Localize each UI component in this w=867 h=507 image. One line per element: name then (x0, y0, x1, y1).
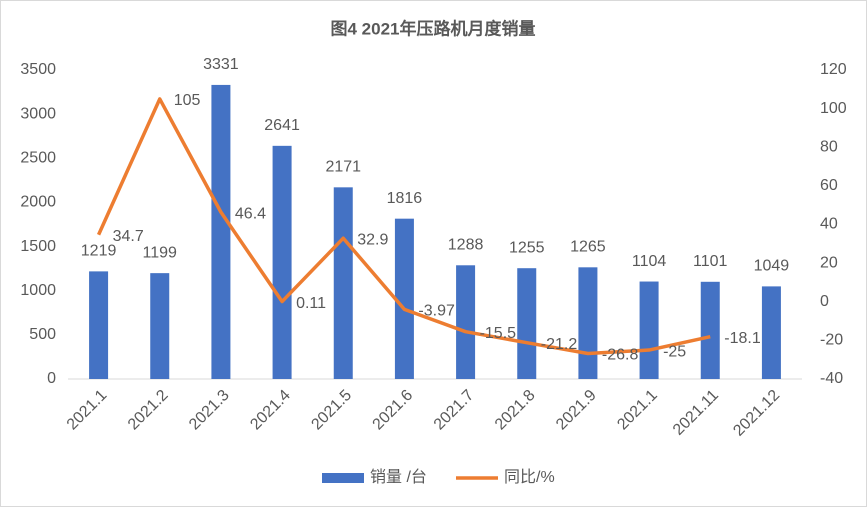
line-value-label: -21.2 (541, 336, 578, 353)
bar (700, 281, 720, 379)
y2-tick-label: 80 (820, 138, 838, 155)
y2-tick-label: 40 (820, 216, 838, 233)
y-tick-label: 1000 (20, 282, 56, 299)
bar (272, 145, 292, 379)
bar-value-label: 1104 (632, 253, 667, 270)
line-value-label: 105 (174, 92, 201, 109)
line-value-label: -25 (663, 343, 686, 360)
bar (517, 268, 537, 379)
y-tick-label: 0 (47, 370, 56, 387)
y2-tick-label: 120 (820, 61, 847, 78)
y2-tick-label: 60 (820, 177, 838, 194)
legend-swatch (322, 473, 364, 483)
bar (761, 286, 781, 379)
y2-tick-label: -20 (820, 332, 843, 349)
y2-tick-label: 100 (820, 100, 847, 117)
bar-value-label: 1219 (81, 243, 117, 260)
bar-value-label: 1049 (754, 258, 790, 275)
line-value-label: -15.5 (480, 325, 517, 342)
chart-title: 图4 2021年压路机月度销量 (331, 18, 536, 38)
line-value-label: 34.7 (113, 228, 144, 245)
line-value-label: -18.1 (724, 330, 761, 347)
bar (89, 271, 109, 379)
y2-tick-label: 20 (820, 254, 838, 271)
bar-value-label: 3331 (203, 56, 239, 73)
legend-label: 销量 /台 (370, 468, 427, 486)
y2-tick-label: 0 (820, 293, 829, 310)
bar-value-label: 2641 (264, 117, 300, 134)
y-tick-label: 1500 (20, 238, 56, 255)
line-value-label: 0.11 (296, 295, 326, 312)
line-value-label: -3.97 (418, 303, 455, 320)
bar (456, 265, 476, 379)
bar-value-label: 1199 (143, 244, 178, 261)
line-value-label: 32.9 (357, 231, 388, 248)
bar-value-label: 1816 (387, 190, 423, 207)
bar-value-label: 1288 (448, 237, 484, 254)
bar (333, 187, 353, 379)
y-tick-label: 2000 (20, 194, 56, 211)
line (96, 97, 711, 356)
bar (578, 267, 598, 379)
line-value-label: -26.8 (602, 347, 639, 364)
bar (394, 218, 414, 379)
bar-value-label: 1265 (570, 239, 606, 256)
y-tick-label: 500 (29, 326, 56, 343)
y2-tick-label: -40 (820, 370, 843, 387)
y-tick-label: 3500 (20, 61, 56, 78)
bar-value-label: 1101 (693, 253, 728, 270)
bar-value-label: 2171 (325, 159, 361, 176)
bar (211, 84, 231, 379)
legend-label: 同比/% (504, 468, 555, 486)
bar (639, 281, 659, 379)
line-value-label: 46.4 (235, 205, 266, 222)
y-tick-label: 2500 (20, 150, 56, 167)
y-tick-label: 3000 (20, 105, 56, 122)
bar (150, 273, 170, 379)
bar-value-label: 1255 (509, 239, 545, 256)
